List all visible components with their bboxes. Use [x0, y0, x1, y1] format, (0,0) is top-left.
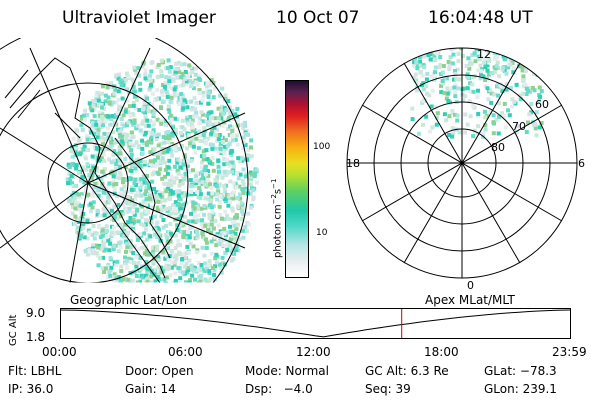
aurora-image-left [65, 58, 259, 283]
altitude-curve [60, 309, 571, 338]
mlt-label-6: 6 [578, 157, 585, 170]
xtick-2359: 23:59 [552, 345, 587, 359]
mlt-label-12: 12 [477, 48, 491, 61]
info-gc-alt: GC Alt: 6.3 Re [365, 364, 449, 378]
info-flt: Flt: LBHL [8, 364, 62, 378]
xtick-1800: 18:00 [424, 345, 459, 359]
info-mode: Mode: Normal [245, 364, 329, 378]
mlt-spokes [347, 48, 577, 278]
geographic-map [0, 38, 260, 284]
info-door: Door: Open [125, 364, 194, 378]
latitude-circle [0, 82, 189, 283]
info-seq: Seq: 39 [365, 382, 411, 396]
mlt-label-18: 18 [346, 157, 360, 170]
ring-label-60: 60 [535, 98, 549, 111]
info-ip: IP: 36.0 [8, 382, 54, 396]
xtick-1200: 12:00 [296, 345, 331, 359]
altitude-timeline [60, 308, 571, 339]
info-glat: GLat: −78.3 [484, 364, 557, 378]
polar-plot [346, 47, 578, 279]
colorbar-tick-100: 100 [313, 142, 331, 152]
meridian-lines [0, 47, 246, 283]
ring-label-80: 80 [491, 141, 505, 154]
left-panel-label: Geographic Lat/Lon [70, 293, 188, 307]
info-dsp: Dsp: −4.0 [245, 382, 313, 396]
coastline [9, 57, 171, 279]
colorbar-tick-10: 10 [316, 228, 328, 238]
altitude-ytick-high: 9.0 [26, 306, 46, 320]
latitude-circle [0, 38, 249, 283]
xtick-0000: 00:00 [42, 345, 77, 359]
altitude-ytick-low: 1.8 [26, 330, 46, 344]
info-glon: GLon: 239.1 [484, 382, 557, 396]
colorbar-unit-label: photon cm−2s−1 [270, 178, 284, 258]
latitude-circle [47, 142, 129, 224]
instrument-title: Ultraviolet Imager [62, 8, 216, 28]
date-label: 10 Oct 07 [276, 8, 360, 28]
time-label: 16:04:48 UT [428, 8, 533, 28]
xtick-0600: 06:00 [168, 345, 203, 359]
colorbar [285, 80, 309, 278]
altitude-ylabel: GC Alt [8, 314, 19, 346]
info-gain: Gain: 14 [125, 382, 176, 396]
right-panel-label: Apex MLat/MLT [425, 293, 515, 307]
ring-label-70: 70 [512, 120, 526, 133]
mlt-label-0: 0 [467, 279, 474, 292]
